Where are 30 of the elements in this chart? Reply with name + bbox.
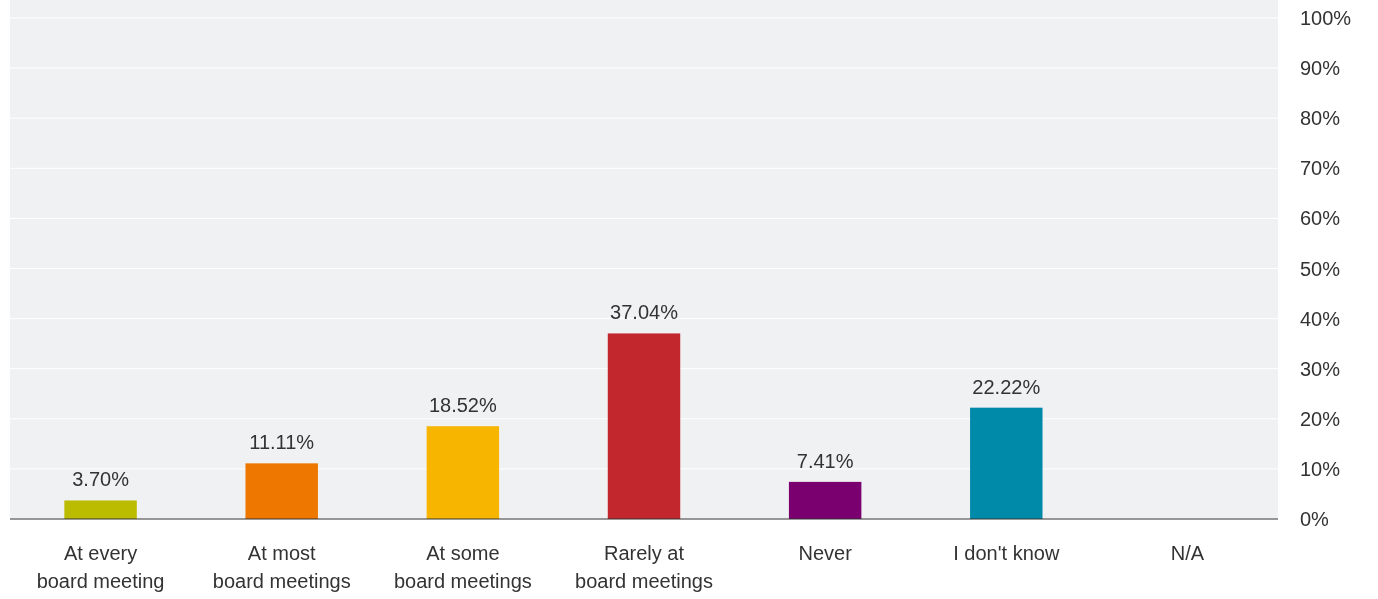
y-tick-label: 50% [1300, 257, 1341, 280]
y-tick-label: 90% [1300, 57, 1341, 80]
data-label: 3.70% [72, 468, 130, 491]
bar [245, 463, 318, 519]
y-tick-label: 70% [1300, 157, 1341, 180]
y-tick-label: 0% [1300, 508, 1330, 530]
x-tick-label: At every board meeting [36, 542, 165, 592]
y-tick-label: 60% [1300, 207, 1341, 230]
y-tick-label: 80% [1300, 107, 1341, 130]
bar [607, 333, 681, 519]
x-tick-label: Rarely at board meetings [575, 542, 713, 592]
x-tick-label: At most board meetings [212, 542, 351, 592]
x-tick-label: N/A [1170, 542, 1205, 564]
y-tick-label: 20% [1300, 407, 1341, 430]
y-tick-label: 100% [1300, 7, 1352, 29]
y-tick-label: 10% [1300, 457, 1341, 480]
bar [970, 407, 1043, 519]
data-label: 37.04% [610, 301, 679, 324]
x-tick-label: Never [798, 542, 853, 564]
data-label: 18.52% [428, 394, 497, 417]
data-label: 11.11% [249, 431, 315, 454]
bar [426, 426, 500, 519]
bar [64, 500, 137, 519]
bar [788, 481, 862, 519]
x-tick-label: I don't know [953, 542, 1060, 564]
y-tick-label: 30% [1300, 357, 1341, 380]
data-label: 22.22% [972, 375, 1041, 398]
y-tick-label: 40% [1300, 307, 1341, 330]
x-tick-label: At some board meetings [393, 542, 532, 592]
data-label: 7.41% [796, 449, 854, 472]
